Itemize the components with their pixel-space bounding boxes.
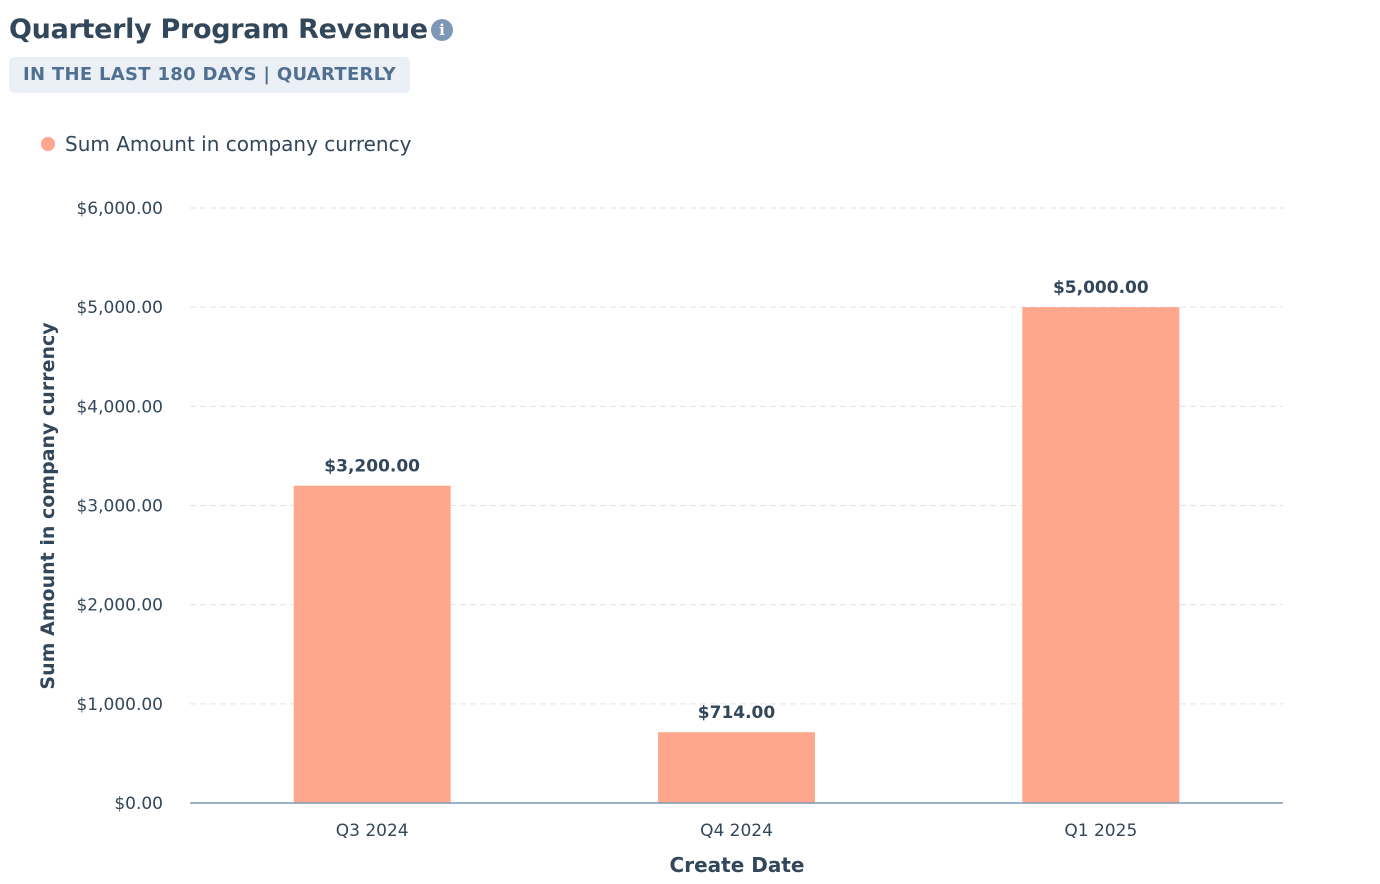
data-label: $5,000.00 xyxy=(1053,278,1149,298)
bar xyxy=(658,732,815,803)
bar xyxy=(1022,307,1180,803)
y-tick-label: $5,000.00 xyxy=(76,298,163,318)
chart-title-text: Quarterly Program Revenue xyxy=(9,14,428,45)
x-axis-title: Create Date xyxy=(670,853,805,877)
chart-title: Quarterly Program Revenue i xyxy=(9,14,453,45)
x-tick-label: Q3 2024 xyxy=(336,821,409,841)
y-tick-label: $2,000.00 xyxy=(76,596,163,616)
x-tick-label: Q1 2025 xyxy=(1064,821,1137,841)
y-tick-label: $6,000.00 xyxy=(76,199,163,219)
info-circle-icon[interactable]: i xyxy=(430,18,453,41)
legend-label: Sum Amount in company currency xyxy=(65,132,412,156)
y-tick-label: $0.00 xyxy=(114,794,163,814)
date-range-badge: IN THE LAST 180 DAYS | QUARTERLY xyxy=(9,57,411,93)
y-axis-title: Sum Amount in company currency xyxy=(37,322,59,690)
y-tick-label: $4,000.00 xyxy=(76,397,163,417)
data-label: $3,200.00 xyxy=(324,457,420,477)
y-tick-label: $3,000.00 xyxy=(76,497,163,517)
x-tick-label: Q4 2024 xyxy=(700,821,773,841)
bar xyxy=(293,485,451,803)
legend[interactable]: Sum Amount in company currency xyxy=(41,132,411,156)
y-tick-label: $1,000.00 xyxy=(76,695,163,715)
legend-swatch xyxy=(41,137,55,151)
data-label: $714.00 xyxy=(698,703,776,723)
